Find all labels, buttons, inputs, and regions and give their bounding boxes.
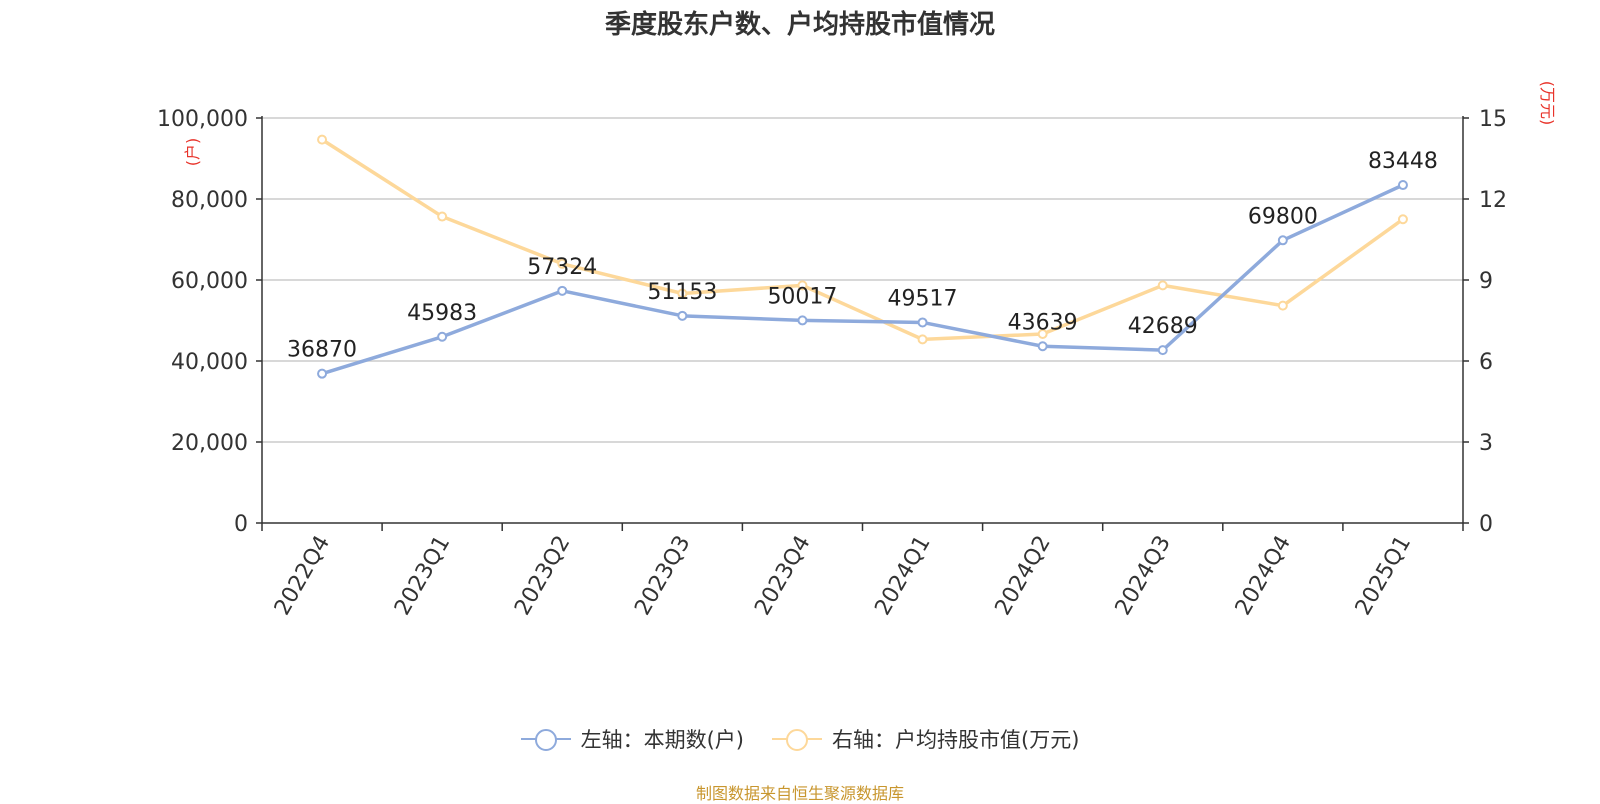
left-tick-label: 20,000 <box>171 431 248 456</box>
x-tick-label: 2022Q4 <box>270 532 335 620</box>
left-tick-label: 40,000 <box>171 350 248 375</box>
right-tick-label: 15 <box>1479 107 1507 132</box>
right-tick-label: 9 <box>1479 269 1493 294</box>
data-point-avg-value <box>797 280 808 291</box>
x-tick-label: 2024Q3 <box>1111 532 1176 620</box>
left-tick-label: 60,000 <box>171 269 248 294</box>
left-tick-label: 0 <box>234 512 248 537</box>
data-label: 69800 <box>1248 204 1318 229</box>
right-tick-label: 3 <box>1479 431 1493 456</box>
data-point-avg-value <box>437 211 448 222</box>
data-point-holders <box>437 331 448 342</box>
x-tick-label: 2024Q1 <box>870 532 935 620</box>
legend-marker-left-icon <box>520 727 571 751</box>
left-tick-label: 80,000 <box>171 188 248 213</box>
data-point-holders <box>317 368 328 379</box>
data-point-avg-value <box>1037 329 1048 339</box>
data-label: 36870 <box>287 338 357 363</box>
data-point-avg-value <box>677 288 688 299</box>
data-label: 45983 <box>407 301 477 326</box>
series-line-holders <box>321 183 1404 376</box>
right-tick-label: 0 <box>1479 512 1493 537</box>
data-point-holders <box>1397 180 1408 191</box>
data-label: 50017 <box>767 284 837 309</box>
x-tick-label: 2023Q1 <box>390 532 455 620</box>
x-tick-label: 2025Q1 <box>1351 532 1416 620</box>
data-point-holders <box>677 310 688 321</box>
data-label: 83448 <box>1368 149 1438 174</box>
x-tick-label: 2024Q2 <box>991 532 1056 620</box>
left-axis-unit-label: (户) <box>183 138 202 167</box>
data-point-avg-value <box>1157 280 1168 291</box>
data-label: 42689 <box>1128 314 1198 339</box>
x-tick-label: 2024Q4 <box>1231 532 1296 620</box>
data-point-avg-value <box>317 134 328 145</box>
legend-item-left-series[interactable]: 左轴：本期数(户) <box>520 724 744 754</box>
data-point-avg-value <box>1397 214 1408 225</box>
chart-title: 季度股东户数、户均持股市值情况 <box>604 10 995 40</box>
legend: 左轴：本期数(户) 右轴：户均持股市值(万元) <box>0 724 1600 754</box>
legend-item-right-series[interactable]: 右轴：户均持股市值(万元) <box>772 724 1079 754</box>
legend-label-right: 右轴：户均持股市值(万元) <box>832 728 1080 752</box>
right-tick-label: 12 <box>1479 188 1507 213</box>
x-tick-label: 2023Q3 <box>630 532 695 620</box>
data-point-holders <box>1277 235 1288 246</box>
x-tick-label: 2023Q2 <box>510 532 575 620</box>
data-point-holders <box>917 317 928 328</box>
data-point-avg-value <box>917 334 928 345</box>
data-label: 43639 <box>1008 310 1078 335</box>
legend-label-left: 左轴：本期数(户) <box>580 728 744 752</box>
legend-marker-right-icon <box>772 727 822 751</box>
right-tick-label: 6 <box>1479 350 1493 375</box>
data-point-avg-value <box>1277 300 1288 311</box>
data-point-holders <box>1157 345 1168 356</box>
data-label: 57324 <box>527 255 597 280</box>
data-label: 49517 <box>888 286 958 311</box>
data-point-holders <box>1037 341 1048 352</box>
data-point-holders <box>557 285 568 296</box>
series-line-avg-value <box>321 138 1404 342</box>
right-axis-unit-label: (万元) <box>1538 81 1557 126</box>
data-point-avg-value <box>557 258 568 269</box>
left-tick-label: 100,000 <box>157 107 248 132</box>
data-point-holders <box>797 315 808 326</box>
data-label: 51153 <box>647 280 717 305</box>
x-tick-label: 2023Q4 <box>750 532 815 620</box>
source-note: 制图数据来自恒生聚源数据库 <box>695 784 904 803</box>
